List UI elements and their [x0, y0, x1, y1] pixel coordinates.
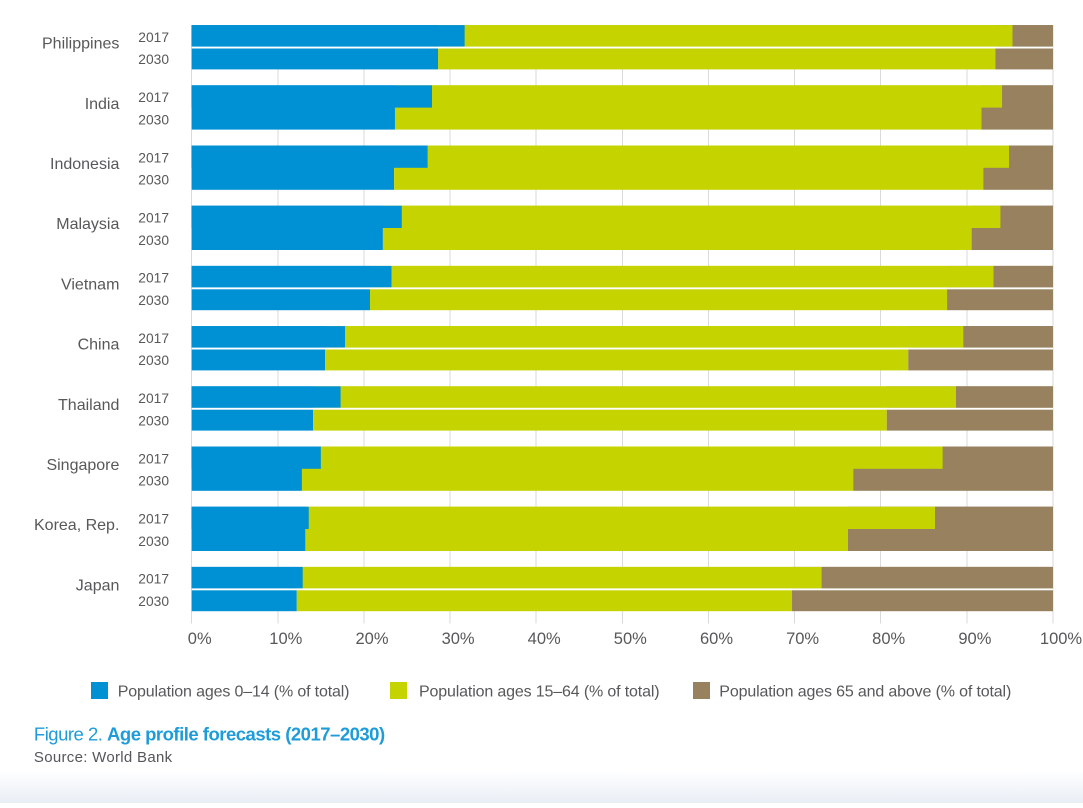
- svg-text:2030: 2030: [138, 173, 169, 188]
- svg-text:Population ages 15–64 (% of to: Population ages 15–64 (% of total): [419, 684, 659, 701]
- svg-text:20%: 20%: [355, 630, 388, 648]
- svg-text:0%: 0%: [188, 630, 212, 648]
- svg-text:Population ages 65 and above (: Population ages 65 and above (% of total…: [719, 684, 1011, 701]
- svg-text:90%: 90%: [958, 630, 991, 648]
- svg-text:2017: 2017: [138, 30, 169, 45]
- svg-text:2017: 2017: [138, 150, 169, 165]
- svg-text:Japan: Japan: [76, 577, 120, 594]
- svg-text:2030: 2030: [138, 474, 169, 489]
- svg-text:Singapore: Singapore: [46, 457, 119, 474]
- svg-text:Population ages 0–14 (% of tot: Population ages 0–14 (% of total): [118, 684, 350, 701]
- svg-text:2017: 2017: [138, 572, 169, 587]
- svg-text:2017: 2017: [138, 211, 169, 226]
- svg-text:Malaysia: Malaysia: [56, 216, 119, 233]
- svg-text:70%: 70%: [786, 630, 819, 648]
- svg-text:Korea, Rep.: Korea, Rep.: [34, 517, 119, 534]
- svg-text:10%: 10%: [269, 630, 302, 648]
- svg-text:Figure 2. Age profile forecast: Figure 2. Age profile forecasts (2017–20…: [34, 723, 385, 744]
- svg-text:40%: 40%: [528, 630, 561, 648]
- svg-text:30%: 30%: [442, 630, 475, 648]
- svg-text:60%: 60%: [700, 630, 733, 648]
- svg-text:2017: 2017: [138, 90, 169, 105]
- svg-text:2017: 2017: [138, 271, 169, 286]
- svg-text:50%: 50%: [614, 630, 647, 648]
- svg-text:2030: 2030: [138, 594, 169, 609]
- svg-text:2030: 2030: [138, 353, 169, 368]
- svg-text:100%: 100%: [1040, 630, 1083, 648]
- svg-text:2017: 2017: [138, 391, 169, 406]
- svg-text:2017: 2017: [138, 512, 169, 527]
- svg-text:2017: 2017: [138, 451, 169, 466]
- svg-text:2030: 2030: [138, 534, 169, 549]
- svg-text:80%: 80%: [872, 630, 905, 648]
- svg-text:Vietnam: Vietnam: [61, 276, 119, 293]
- svg-text:Source: World Bank: Source: World Bank: [34, 749, 173, 766]
- svg-text:Philippines: Philippines: [42, 36, 119, 53]
- svg-text:2030: 2030: [138, 413, 169, 428]
- svg-text:2030: 2030: [138, 52, 169, 67]
- svg-text:2030: 2030: [138, 293, 169, 308]
- svg-text:2017: 2017: [138, 331, 169, 346]
- svg-text:India: India: [85, 96, 120, 113]
- svg-text:2030: 2030: [138, 112, 169, 127]
- svg-text:Thailand: Thailand: [58, 397, 119, 414]
- svg-text:2030: 2030: [138, 233, 169, 248]
- svg-text:Indonesia: Indonesia: [50, 156, 119, 173]
- svg-text:China: China: [78, 337, 120, 354]
